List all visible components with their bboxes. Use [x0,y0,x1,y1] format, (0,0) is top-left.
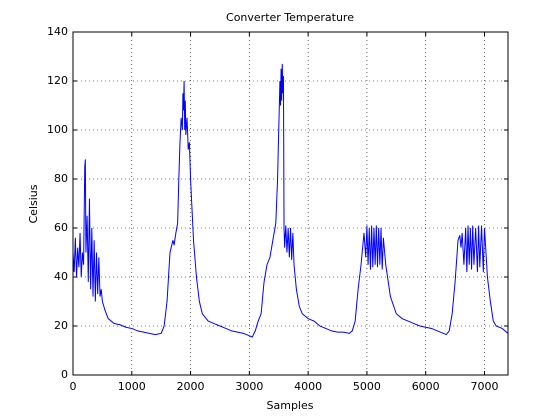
y-tick-label: 120 [47,74,68,87]
data-line [72,63,509,338]
x-tick-label: 2000 [177,380,205,393]
x-axis-label: Samples [267,399,314,412]
x-tick-label: 7000 [470,380,498,393]
y-tick-label: 100 [47,123,68,136]
y-tick-label: 60 [54,221,68,234]
chart-title: Converter Temperature [226,11,354,24]
x-tick-label: 5000 [353,380,381,393]
y-tick-label: 140 [47,25,68,38]
x-tick-label: 6000 [412,380,440,393]
y-tick-label: 40 [54,270,68,283]
y-tick-label: 20 [54,319,68,332]
plot-frame [72,31,509,376]
x-tick-label: 4000 [294,380,322,393]
x-tick-label: 0 [70,380,77,393]
y-axis-label: Celsius [27,184,40,223]
x-tick-label: 1000 [118,380,146,393]
y-tick-label: 80 [54,172,68,185]
x-tick-label: 3000 [235,380,263,393]
y-tick-label: 0 [61,368,68,381]
